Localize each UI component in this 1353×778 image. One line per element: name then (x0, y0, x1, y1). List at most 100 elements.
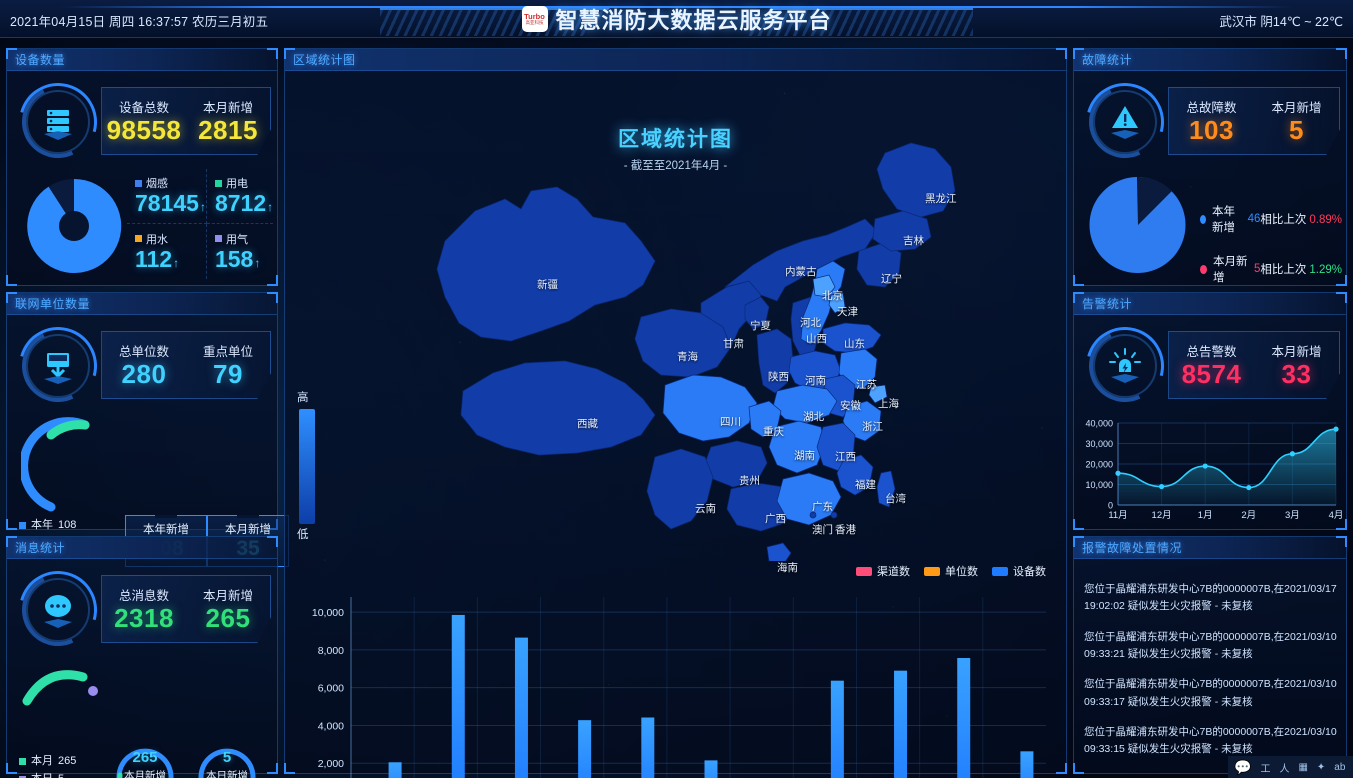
chat-bubble-icon (35, 587, 81, 633)
units-total-value: 280 (121, 359, 167, 390)
panel-region-map: 区域统计图 区域统计图 - 截至至2021年4月 - 高 低 .l1{ fill… (284, 48, 1067, 778)
device-total-label: 设备总数 (118, 101, 169, 116)
messages-legend: 本月 265 本日 5 (19, 753, 76, 778)
disposal-message-list[interactable]: 您位于晶耀浦东研发中心7B的0000007B,在2021/03/17 19:02… (1084, 581, 1338, 767)
region-bar-chart[interactable]: 渠道数 单位数 设备数 02,0004,0006,0008,00010,000河北省… (295, 563, 1058, 778)
units-stat-box: 总单位数 280 重点单位 79 (101, 331, 271, 399)
messages-summary: 总消息数 2318 本月新增 265 (4, 556, 271, 664)
panel-body: 总告警数 8574 本月新增 33 0 10,000 20,000 30,000 40,… (1071, 312, 1346, 529)
panel-header: 区域统计图 (285, 49, 1066, 71)
fault-month-value2: 5 (1253, 263, 1261, 275)
fault-total-label: 总故障数 (1186, 101, 1237, 116)
legend-dot-year (1200, 214, 1206, 224)
legend-label: 设备数 (1013, 566, 1046, 578)
panel-header: 消息统计 (7, 537, 277, 559)
device-month-label: 本月新增 (202, 101, 253, 116)
device-summary: 设备总数 98558 本月新增 2815 (4, 68, 271, 176)
legend-value-today: 5 (58, 771, 64, 778)
taskbar-item[interactable]: 工 (1260, 763, 1271, 775)
panel-connected-units: 联网单位数量 总单位数 280 (4, 292, 289, 567)
gauge-today-value: 5 (222, 749, 232, 766)
fault-pie-chart (1086, 173, 1190, 277)
svg-text:1月: 1月 (1198, 510, 1213, 521)
panel-device-count: 设备数量 设备总数 9 (4, 48, 278, 286)
bar-legend-item-单位数[interactable]: 单位数 (924, 563, 978, 579)
fault-legend-rows: 本年新增 46 相比上次 0.89% 本月新增 5 相比上次 1.29% (1200, 203, 1342, 303)
fault-year-value: 46 (1247, 213, 1261, 225)
device-total-cell: 设备总数 98558 (102, 88, 186, 154)
disposal-list-item[interactable]: 您位于晶耀浦东研发中心7B的0000007B,在2021/03/10 09:33… (1084, 630, 1337, 660)
legend-dot-electric (214, 179, 222, 187)
units-arc-gauge (19, 413, 117, 519)
alarm-month-label: 本月新增 (1271, 345, 1322, 360)
taskbar-item[interactable]: ▦ (1298, 761, 1308, 773)
svg-text:20,000: 20,000 (1085, 460, 1113, 470)
metric-value-gas: 158 (214, 245, 254, 272)
fault-total-value: 103 (1189, 115, 1234, 146)
device-metrics-grid: 烟感 78145↑ 用电 8712↑ 用水 112↑ (127, 169, 274, 279)
legend-label-year: 本年 (31, 519, 53, 531)
metric-value-electric: 8712 (214, 190, 267, 217)
panel-body: 总故障数 103 本月新增 5 本年新增 (1071, 68, 1346, 285)
monitor-download-icon (35, 343, 81, 389)
svg-text:2,000: 2,000 (318, 758, 344, 770)
metric-cell-electric: 用电 8712↑ (206, 169, 274, 224)
metric-value-smoke: 78145 (135, 190, 199, 217)
disposal-list-item[interactable]: 您位于晶耀浦东研发中心7B的0000007B,在2021/03/10 09:33… (1084, 678, 1337, 708)
device-donut-chart (21, 173, 127, 279)
map-container[interactable]: 区域统计图 - 截至至2021年4月 - 高 低 .l1{ fill:#123c… (285, 71, 1066, 778)
panel-title-disposal: 报警故障处置情况 (1082, 541, 1183, 555)
map-legend-high: 高 (297, 392, 309, 404)
fault-stat-box: 总故障数 103 本月新增 5 (1168, 87, 1340, 155)
monitor-ring-icon (4, 312, 112, 420)
device-month-value: 2815 (198, 115, 258, 146)
panel-body: 总单位数 280 重点单位 79 本年 108 (4, 312, 289, 567)
legend-item-today: 本日 5 (19, 771, 76, 778)
alarm-trend-chart[interactable]: 0 10,000 20,000 30,000 40,000 11月 12月 1月 2月 3月 4月 (1074, 415, 1346, 527)
gauge-month-value: 265 (132, 749, 158, 766)
bar-chart-legend[interactable]: 渠道数 单位数 设备数 (856, 563, 1046, 579)
device-month-cell: 本月新增 2815 (186, 88, 270, 154)
disposal-list-item[interactable]: 您位于晶耀浦东研发中心7B的0000007B,在2021/03/17 19:02… (1084, 583, 1337, 613)
gauge-today-label: 本日新增 (206, 770, 248, 778)
alarm-month-cell: 本月新增 33 (1254, 332, 1339, 398)
taskbar-item[interactable]: 人 (1279, 763, 1290, 775)
units-key-value: 79 (213, 359, 243, 390)
brand-block: Turbo 高亚科技 智慧消防大数据云服务平台 (521, 0, 831, 38)
metric-value-smoke-wrap: 78145↑ (135, 191, 206, 216)
legend-dot-gas (214, 235, 222, 243)
compare-label: 相比上次 (1260, 264, 1307, 276)
alarm-summary: 总告警数 8574 本月新增 33 (1071, 312, 1340, 420)
fault-row-year: 本年新增 46 相比上次 0.89% (1200, 203, 1342, 235)
panel-title-fault: 故障统计 (1082, 53, 1133, 67)
system-taskbar[interactable]: 💬 工 人 ▦ ✦ ab (1228, 756, 1353, 778)
bar-legend-item-渠道数[interactable]: 渠道数 (856, 563, 910, 579)
map-legend-low: 低 (297, 529, 309, 541)
wechat-icon[interactable]: 💬 (1234, 758, 1252, 775)
taskbar-item[interactable]: ✦ (1316, 761, 1326, 773)
disposal-list-item[interactable]: 您位于晶耀浦东研发中心7B的0000007B,在2021/03/10 09:33… (1084, 725, 1337, 756)
units-breakdown: 本年 108 本月 35 本年新增 108 本月新增 35 (7, 411, 289, 567)
device-breakdown: 烟感 78145↑ 用电 8712↑ 用水 112↑ (7, 167, 277, 281)
legend-label: 渠道数 (877, 566, 910, 578)
gauge-month-label: 本月新增 (124, 770, 166, 778)
taskbar-item[interactable]: ab (1334, 761, 1346, 773)
messages-breakdown: 本月 265 本日 5 265 本月新增 (7, 655, 277, 778)
corner-decoration (267, 275, 278, 286)
warning-triangle-icon (1102, 99, 1148, 145)
compare-value: 0.89% (1309, 214, 1342, 226)
bar-legend-item-设备数[interactable]: 设备数 (992, 563, 1046, 579)
alarm-month-value: 33 (1281, 359, 1312, 390)
fault-month-label: 本月新增 (1271, 101, 1322, 116)
bar-chart-svg: 02,0004,0006,0008,00010,000河北省湖北省湖南省浙江省江… (312, 597, 1046, 778)
metric-value-gas-wrap: 158↑ (214, 245, 273, 272)
gauge-today-new: 5 本日新增 (193, 733, 261, 778)
svg-text:3月: 3月 (1285, 510, 1300, 521)
map-svg: .l1{ fill:#123ca8; stroke:#0a2a7a; strok… (436, 142, 956, 566)
corner-decoration (267, 48, 278, 59)
metric-label-electric: 用电 (225, 178, 248, 191)
svg-text:6,000: 6,000 (318, 683, 344, 695)
china-choropleth-map[interactable]: .l1{ fill:#123ca8; stroke:#0a2a7a; strok… (325, 91, 1025, 566)
alarm-total-label: 总告警数 (1186, 345, 1237, 360)
corner-decoration (6, 48, 17, 59)
